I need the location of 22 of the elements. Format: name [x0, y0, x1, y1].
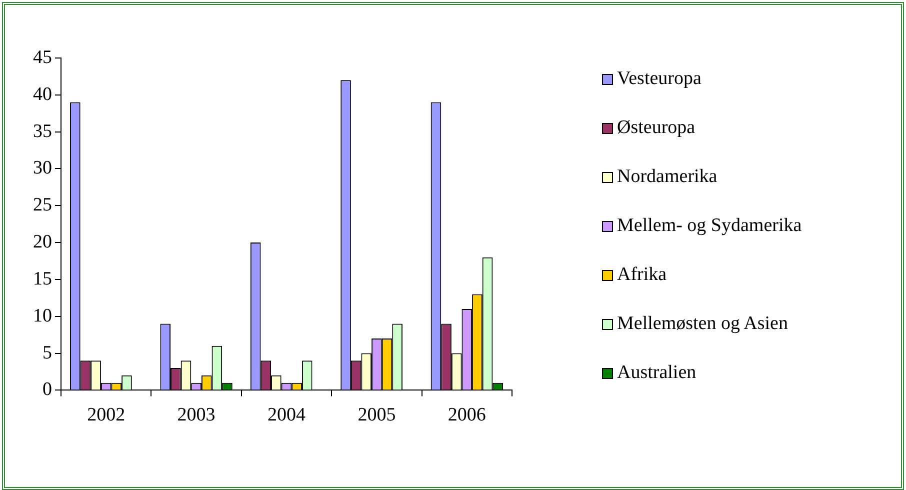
legend-label: Østeuropa [617, 117, 696, 139]
y-tick-label: 15 [33, 268, 52, 290]
legend-label: Mellemøsten og Asien [617, 313, 788, 335]
y-tick-label: 25 [33, 194, 52, 216]
x-tick-label: 2004 [268, 404, 306, 426]
legend-label: Mellem- og Sydamerika [617, 215, 802, 237]
x-tick-label: 2003 [177, 404, 216, 426]
legend-label: Vesteuropa [617, 68, 702, 90]
legend-label: Australien [617, 362, 696, 384]
y-tick-label: 20 [33, 232, 52, 253]
y-tick-label: 30 [33, 158, 52, 179]
y-tick-label: 10 [33, 305, 52, 326]
y-tick-label: 0 [42, 379, 52, 400]
y-tick-label: 40 [33, 84, 52, 105]
y-tick-label: 45 [33, 46, 52, 68]
x-tick-label: 2002 [87, 404, 126, 426]
x-tick-label: 2006 [448, 404, 486, 426]
x-tick-label: 2005 [358, 404, 396, 426]
y-tick-label: 35 [33, 120, 52, 142]
legend-label: Afrika [617, 264, 667, 286]
legend-label: Nordamerika [617, 166, 718, 188]
y-tick-label: 5 [42, 342, 52, 364]
